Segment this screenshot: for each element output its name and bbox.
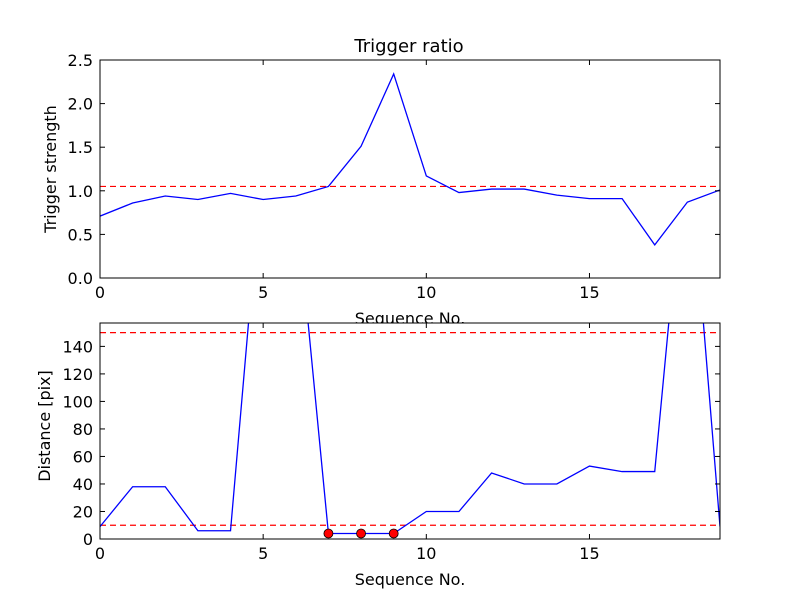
bot-ytick-label-3: 60 [73, 447, 93, 466]
bottom-subplot: 0 5 10 15 0 20 40 60 80 100 120 140 Sequence No. D… [35, 322, 721, 589]
bot-ytick-label-5: 100 [62, 392, 93, 411]
top-y-ticks: 0.0 0.5 1.0 1.5 2.0 2.5 [68, 51, 720, 288]
top-plot-area [99, 59, 721, 279]
top-chart-title: Trigger ratio [353, 36, 463, 57]
top-xtick-label-0: 0 [95, 283, 105, 302]
bottom-series-group [100, 323, 720, 535]
bot-ytick-label-4: 80 [73, 420, 93, 439]
bot-xtick-label-1: 5 [258, 544, 268, 563]
bot-ytick-label-2: 40 [73, 475, 93, 494]
bottom-axes-frame [99, 322, 721, 540]
top-xtick-label-1: 5 [258, 283, 268, 302]
top-ytick-label-5: 2.5 [68, 51, 93, 70]
bot-ytick-label-0: 0 [83, 530, 93, 549]
bottom-marker-group [323, 528, 399, 539]
bottom-plot-area [99, 322, 721, 540]
bottom-point-marker-1 [356, 528, 366, 539]
top-y-axis-label: Trigger strength [41, 105, 60, 234]
top-x-ticks: 0 5 10 15 [95, 60, 600, 302]
top-ytick-label-4: 2.0 [68, 95, 93, 114]
top-xtick-label-3: 15 [579, 283, 599, 302]
bot-xtick-label-2: 10 [416, 544, 436, 563]
bottom-y-axis-label: Distance [pix] [35, 370, 54, 482]
top-axes-frame [99, 59, 721, 279]
bot-xtick-label-0: 0 [95, 544, 105, 563]
bottom-x-axis-label: Sequence No. [355, 570, 466, 589]
bottom-axes-background [100, 323, 720, 539]
bottom-x-ticks: 0 5 10 15 [95, 323, 600, 563]
bottom-point-marker-2 [388, 528, 399, 539]
bot-series-line-0 [100, 323, 720, 535]
bot-ytick-label-7: 140 [62, 337, 93, 356]
bot-ytick-label-1: 20 [73, 502, 93, 521]
top-ytick-label-0: 0.0 [68, 269, 93, 288]
top-ytick-label-2: 1.0 [68, 182, 93, 201]
top-xtick-label-2: 10 [416, 283, 436, 302]
bottom-y-ticks: 0 20 40 60 80 100 120 140 [62, 337, 720, 549]
top-series-line-0 [100, 72, 720, 246]
top-series-group [100, 72, 720, 246]
bottom-point-marker-0 [323, 528, 334, 539]
top-ytick-label-1: 0.5 [68, 225, 93, 244]
top-subplot: Trigger ratio 0 5 10 15 0.00.51.01.52.02.5 … [41, 36, 721, 328]
bottom-threshold-lines [100, 332, 720, 526]
bot-ytick-label-6: 120 [62, 365, 93, 384]
top-ytick-label-3: 1.5 [68, 138, 93, 157]
bot-xtick-label-3: 15 [579, 544, 599, 563]
